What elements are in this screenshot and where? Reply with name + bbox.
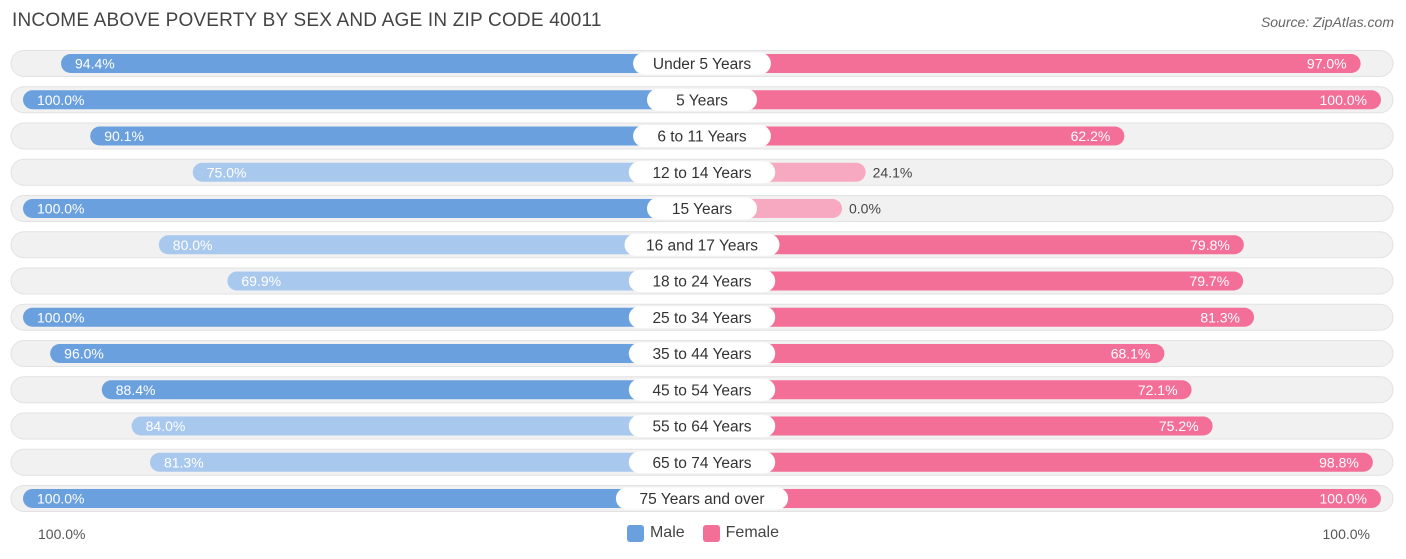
legend-label-male: Male (649, 524, 685, 541)
category-label: 6 to 11 Years (657, 129, 747, 146)
category-label: 16 and 17 Years (646, 237, 758, 254)
data-label-male: 96.0% (64, 346, 104, 362)
category-label: 5 Years (676, 92, 728, 109)
data-label-female: 100.0% (1320, 491, 1367, 507)
bar-female (702, 344, 1165, 363)
category-pill (628, 451, 776, 474)
bar-female (702, 307, 1255, 327)
bar-male (192, 162, 702, 182)
chart-plot: 94.4% 97.0% Under 5 Years 100.0% 100.0% 5 Yea… (10, 50, 1394, 512)
legend-swatch-female (702, 524, 720, 542)
data-label-female: 79.7% (1189, 273, 1229, 289)
bar-female (702, 235, 1244, 255)
bar-male (131, 416, 702, 436)
data-label-female: 98.8% (1319, 454, 1359, 470)
category-label: 15 Years (672, 201, 733, 218)
category-pill (628, 342, 776, 365)
source-label: Source: ZipAtlas.com (1260, 14, 1394, 30)
category-label: 75 Years and over (640, 491, 765, 508)
data-label-female: 62.2% (1071, 128, 1111, 144)
bar-male (61, 54, 703, 73)
category-label: 45 to 54 Years (652, 382, 751, 399)
category-pill (615, 487, 789, 510)
data-label-male: 100.0% (37, 201, 84, 217)
bar-female (702, 416, 1213, 436)
legend: Male Female (0, 524, 1406, 542)
bar-male (23, 307, 702, 327)
category-label: 25 to 34 Years (652, 310, 751, 327)
data-label-female: 24.1% (873, 164, 913, 180)
data-label-male: 88.4% (116, 382, 156, 398)
category-pill (633, 52, 771, 75)
category-label: Under 5 Years (653, 56, 751, 73)
bar-male (50, 344, 703, 363)
bar-male (227, 271, 702, 291)
category-pill (628, 270, 776, 292)
data-label-female: 0.0% (849, 201, 881, 217)
data-label-female: 75.2% (1159, 418, 1199, 434)
bar-male (158, 235, 703, 255)
bar-female (702, 452, 1373, 472)
category-pill (628, 306, 776, 329)
data-label-male: 100.0% (37, 92, 84, 108)
legend-swatch-male (626, 524, 644, 542)
category-pill (628, 415, 776, 437)
category-label: 65 to 74 Years (652, 455, 751, 472)
data-label-female: 97.0% (1307, 56, 1347, 72)
category-label: 18 to 24 Years (652, 274, 751, 291)
data-label-male: 100.0% (37, 309, 84, 325)
axis-right-label: 100.0% (1322, 526, 1370, 542)
bar-male (149, 452, 702, 472)
category-pill (633, 125, 771, 147)
data-label-male: 80.0% (173, 237, 213, 253)
axis-left-label: 100.0% (38, 526, 86, 542)
bar-female (702, 489, 1381, 508)
bar-female (702, 90, 1381, 110)
category-pill (628, 378, 776, 401)
bar-male (101, 380, 703, 400)
data-label-male: 84.0% (146, 418, 186, 434)
chart-title: INCOME ABOVE POVERTY BY SEX AND AGE IN Z… (12, 10, 602, 31)
category-pill (624, 233, 780, 256)
category-pill (628, 161, 776, 184)
data-label-female: 79.8% (1190, 237, 1230, 253)
bar-female (702, 271, 1244, 291)
bar-female (702, 126, 1125, 146)
legend-item-female[interactable]: Female (702, 524, 780, 542)
legend-label-female: Female (725, 524, 780, 541)
category-label: 35 to 44 Years (652, 346, 751, 363)
bar-female (702, 54, 1361, 73)
legend-item-male[interactable]: Male (626, 524, 685, 542)
bar-male (23, 199, 702, 218)
category-label: 55 to 64 Years (652, 419, 751, 436)
data-label-female: 100.0% (1320, 92, 1367, 108)
data-label-female: 68.1% (1111, 346, 1151, 362)
bar-female (702, 380, 1192, 400)
category-pill (647, 197, 757, 220)
data-label-male: 90.1% (104, 128, 144, 144)
bar-male (23, 489, 702, 508)
data-label-male: 81.3% (164, 454, 204, 470)
data-label-male: 69.9% (241, 273, 281, 289)
data-label-female: 72.1% (1138, 382, 1178, 398)
bar-male (23, 90, 702, 110)
category-pill (647, 88, 757, 111)
bar-male (90, 126, 702, 146)
data-label-female: 81.3% (1200, 309, 1240, 325)
category-label: 12 to 14 Years (652, 165, 751, 182)
data-label-male: 100.0% (37, 491, 84, 507)
data-label-male: 75.0% (207, 164, 247, 180)
data-label-male: 94.4% (75, 56, 115, 72)
